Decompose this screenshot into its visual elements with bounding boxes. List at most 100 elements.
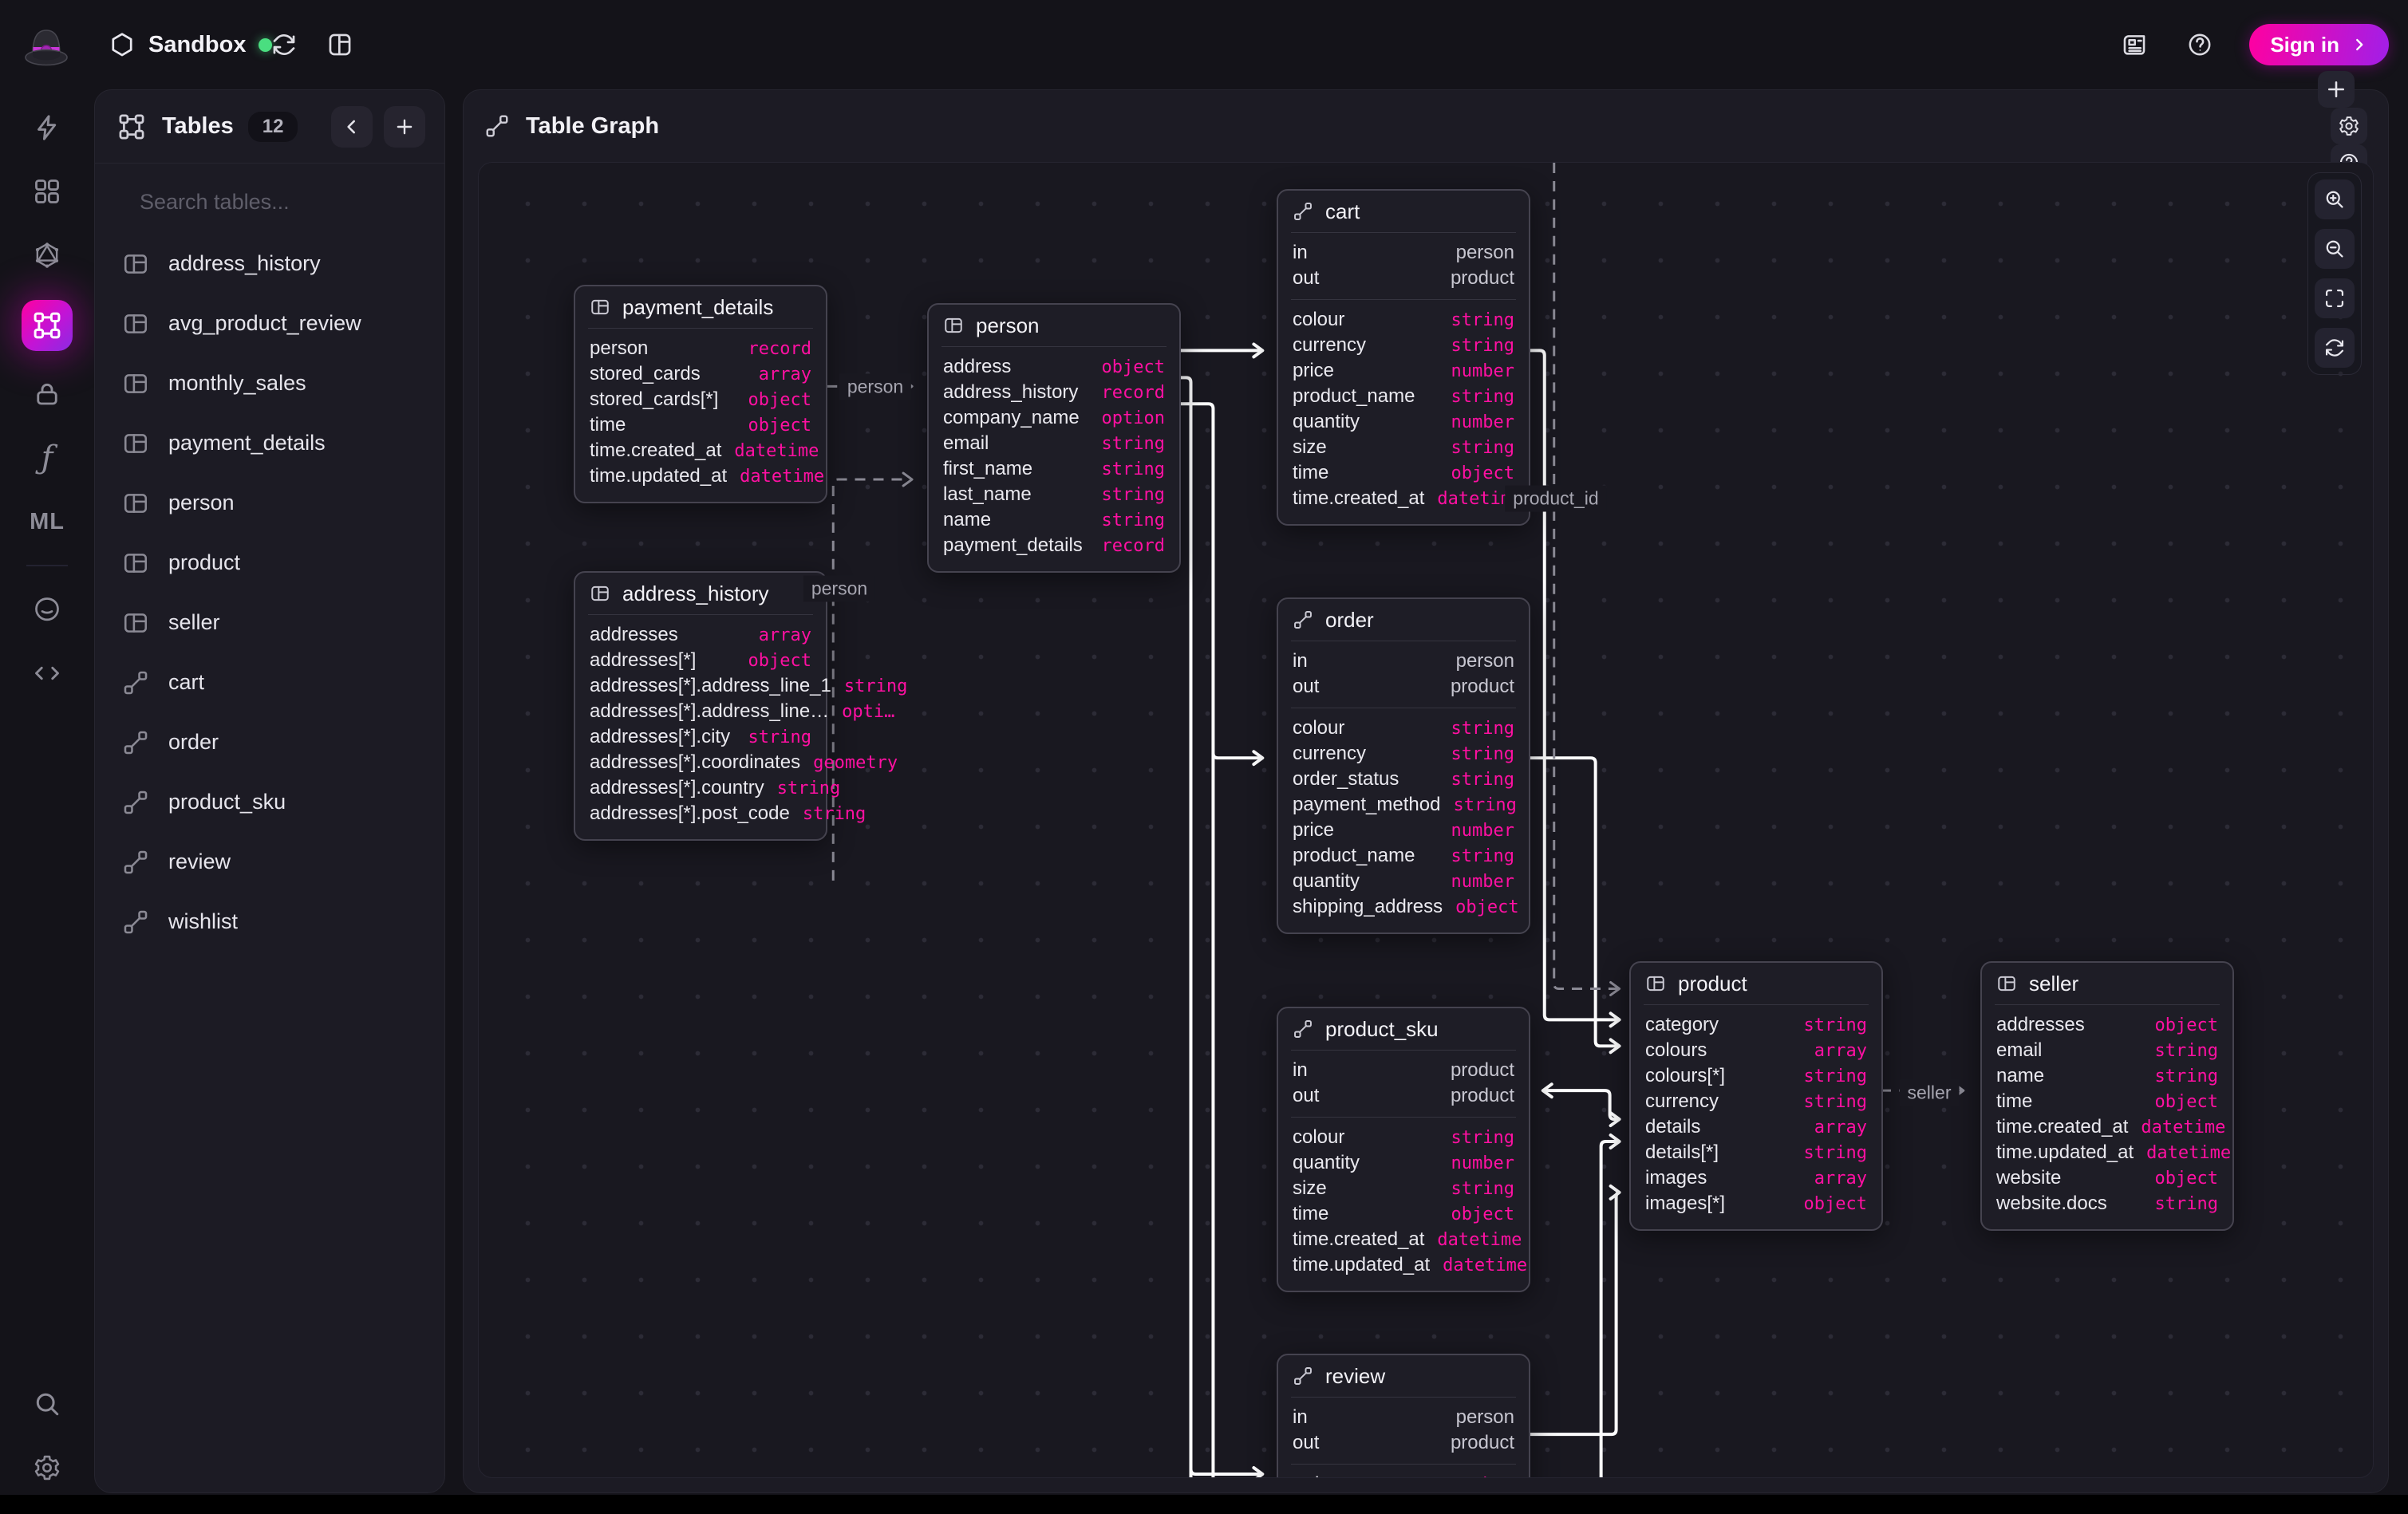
help-button[interactable] <box>2184 29 2216 61</box>
graph-canvas[interactable]: payment_details person record stored_cards a… <box>478 162 2374 1478</box>
graph-node-order[interactable]: order in person out product colour string curre… <box>1277 597 1530 934</box>
rail-search-button[interactable] <box>25 1382 69 1426</box>
app-logo-icon[interactable] <box>22 26 70 67</box>
node-field-row: website object <box>1996 1167 2218 1189</box>
graph-node-cart[interactable]: cart in person out product colour string curren… <box>1277 189 1530 526</box>
node-divider <box>1291 299 1516 300</box>
reset-icon <box>2323 337 2346 359</box>
table-graph-header: Table Graph <box>464 71 2388 181</box>
graph-node-product[interactable]: product category string colours array colours… <box>1629 961 1883 1231</box>
node-field-row: time.created_at datetime <box>1293 1228 1522 1250</box>
node-field-row: addresses[*].address_line… opti… <box>590 700 895 722</box>
node-field-row: addresses[*].city string <box>590 726 811 747</box>
sidebar-item-payment_details[interactable]: payment_details <box>95 413 444 473</box>
add-node-button[interactable] <box>2318 71 2355 108</box>
rail-graphql-button[interactable] <box>25 233 69 278</box>
sidebar-item-order[interactable]: order <box>95 712 444 772</box>
node-field-row: addresses object <box>1996 1014 2218 1035</box>
layout-toggle-button[interactable] <box>324 29 356 61</box>
sidebar-item-seller[interactable]: seller <box>95 593 444 653</box>
zoom-in-button[interactable] <box>2315 179 2355 219</box>
node-divider <box>588 614 813 615</box>
node-field-row: price number <box>1293 360 1514 381</box>
sidebar-item-product_sku[interactable]: product_sku <box>95 772 444 832</box>
node-field-row: stored_cards array <box>590 363 811 384</box>
sidebar-item-label: product_sku <box>168 790 286 814</box>
workspace-switcher[interactable]: Sandbox <box>109 0 273 89</box>
table-icon <box>122 609 149 637</box>
navigation-rail: ƒ ML <box>0 89 94 1495</box>
rail-authentication-button[interactable] <box>25 372 69 416</box>
edge-label-product_id: product_id <box>1505 485 1607 512</box>
rail-explorer-button[interactable] <box>25 169 69 214</box>
connection-status-dot <box>259 37 273 52</box>
rail-query-button[interactable] <box>25 105 69 150</box>
sidebar-item-address_history[interactable]: address_history <box>95 234 444 294</box>
sign-in-label: Sign in <box>2270 32 2339 57</box>
node-field-row: colour string <box>1293 309 1514 330</box>
sidebar-item-label: review <box>168 850 231 873</box>
node-title: person <box>976 313 1040 337</box>
add-table-button[interactable] <box>384 105 425 148</box>
node-header: product <box>1631 963 1881 1004</box>
edge-label-person: person <box>839 373 912 400</box>
sidekick-icon <box>33 595 61 624</box>
node-field-row: first_name string <box>943 458 1165 479</box>
node-divider <box>1291 232 1516 233</box>
functions-icon: ƒ <box>41 440 53 476</box>
search-icon <box>33 1390 61 1418</box>
node-field-row: quantity number <box>1293 1152 1514 1173</box>
zoom-out-button[interactable] <box>2315 229 2355 269</box>
node-field-row: name string <box>1996 1065 2218 1086</box>
graph-node-person[interactable]: person address object address_history record… <box>927 303 1181 573</box>
reset-graph-button[interactable] <box>2315 328 2355 368</box>
node-divider <box>1291 1464 1516 1465</box>
sign-in-button[interactable]: Sign in <box>2249 24 2389 65</box>
graph-node-seller[interactable]: seller addresses object email string name stri… <box>1980 961 2234 1231</box>
zoom-out-icon <box>2323 238 2346 260</box>
node-field-row: colour string <box>1293 1126 1514 1148</box>
node-inout-row: out product <box>1293 1432 1514 1453</box>
rail-sidekick-button[interactable] <box>25 587 69 632</box>
sidebar-item-label: monthly_sales <box>168 371 306 395</box>
graph-node-payment_details[interactable]: payment_details person record stored_cards a… <box>574 285 827 503</box>
rail-functions-button[interactable]: ƒ <box>25 436 69 480</box>
rail-api-docs-button[interactable] <box>25 651 69 696</box>
node-field-row: details[*] string <box>1645 1141 1867 1163</box>
rail-designer-button[interactable] <box>22 300 73 351</box>
tables-icon <box>117 112 146 141</box>
node-divider <box>1644 1004 1869 1005</box>
graph-node-product_sku[interactable]: product_sku in product out product colour stri… <box>1277 1007 1530 1292</box>
node-title: review <box>1325 1363 1386 1388</box>
node-field-row: payment_details record <box>943 534 1165 556</box>
graph-node-address_history[interactable]: address_history addresses array addresses[*… <box>574 571 907 841</box>
sidebar-item-person[interactable]: person <box>95 473 444 533</box>
table-icon <box>590 583 610 604</box>
sidebar-item-avg_product_review[interactable]: avg_product_review <box>95 294 444 353</box>
sidebar-item-wishlist[interactable]: wishlist <box>95 892 444 952</box>
graph-settings-button[interactable] <box>2331 108 2367 144</box>
node-field-row: colour string <box>1293 717 1514 739</box>
rail-settings-button[interactable] <box>25 1445 69 1490</box>
sidebar-item-cart[interactable]: cart <box>95 653 444 712</box>
sidebar-item-review[interactable]: review <box>95 832 444 892</box>
fit-view-button[interactable] <box>2315 278 2355 318</box>
node-inout-row: in person <box>1293 1406 1514 1428</box>
node-field-row: order_status string <box>1293 768 1514 790</box>
sidebar-item-monthly_sales[interactable]: monthly_sales <box>95 353 444 413</box>
settings-icon <box>33 1453 61 1482</box>
edge-label-person: person <box>803 575 876 602</box>
node-inout-row: out product <box>1293 1085 1514 1106</box>
news-button[interactable] <box>2118 29 2150 61</box>
node-field-row: addresses[*].post_code string <box>590 802 866 824</box>
node-field-row: email string <box>943 432 1165 454</box>
collapse-sidebar-button[interactable] <box>331 105 373 148</box>
table-icon <box>1996 973 2017 994</box>
search-tables-input[interactable] <box>140 189 422 215</box>
refresh-button[interactable] <box>268 29 300 61</box>
node-field-row: time object <box>1996 1090 2218 1112</box>
sidebar-item-product[interactable]: product <box>95 533 444 593</box>
zoom-controls <box>2307 172 2362 375</box>
rail-models-button[interactable]: ML <box>25 499 69 544</box>
